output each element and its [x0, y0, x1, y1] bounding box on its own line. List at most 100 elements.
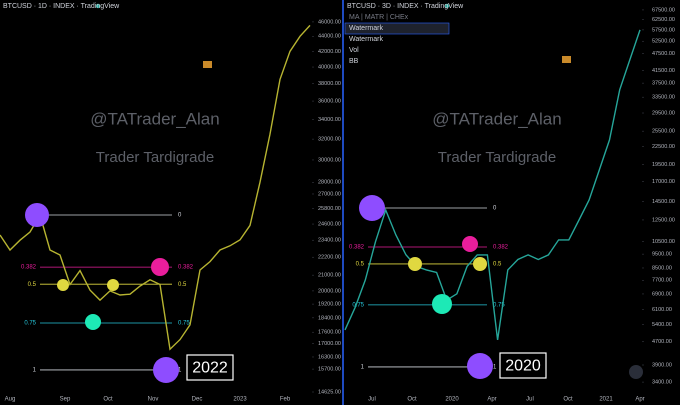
y-tick-label: 27000.00	[318, 191, 341, 197]
x-tick-label: Apr	[635, 397, 644, 403]
year-box	[499, 352, 547, 379]
y-tick-label: 17000.00	[652, 179, 675, 185]
fib-label: 0.75	[493, 302, 505, 308]
y-tick-label: 40000.00	[318, 65, 341, 71]
y-tick-label: 67500.00	[652, 7, 675, 13]
y-tick-label: 8500.00	[652, 265, 672, 271]
y-tick-label: 18400.00	[318, 315, 341, 321]
highlight-circle	[85, 314, 101, 330]
x-tick-label: 2021	[599, 397, 613, 403]
y-tick-label: 19500.00	[652, 162, 675, 168]
status-dot	[95, 3, 101, 9]
x-tick-label: Jul	[368, 397, 376, 403]
fib-label: 0.5	[178, 282, 187, 288]
y-tick-label: 17000.00	[318, 341, 341, 347]
status-dot	[444, 3, 450, 9]
y-tick-label: 6900.00	[652, 291, 672, 297]
fib-label: 1	[33, 367, 37, 373]
x-tick-label: 2020	[445, 397, 459, 403]
highlight-circle	[432, 294, 452, 314]
y-tick-label: 57500.00	[652, 27, 675, 33]
y-tick-label: 15700.00	[318, 367, 341, 373]
y-tick-label: 21000.00	[318, 273, 341, 279]
fib-label: 0.5	[356, 262, 365, 268]
highlight-circle	[359, 195, 385, 221]
year-label: 2022	[192, 360, 228, 377]
logo	[562, 56, 571, 63]
fib-label: 0.75	[352, 302, 364, 308]
y-tick-label: 10500.00	[652, 239, 675, 245]
fib-label: 1	[178, 367, 182, 373]
fib-label: 0.382	[493, 245, 509, 251]
watermark: Trader Tardigrade	[438, 149, 556, 166]
year-box	[186, 354, 234, 381]
y-tick-label: 20000.00	[318, 288, 341, 294]
highlight-circle	[462, 236, 478, 252]
x-tick-label: Aug	[5, 397, 16, 403]
y-tick-label: 52500.00	[652, 39, 675, 45]
x-tick-label: Oct	[407, 397, 417, 403]
fib-label: 0.75	[178, 321, 190, 327]
fib-label: 0	[493, 206, 497, 212]
price-line	[344, 29, 641, 341]
y-tick-label: 37500.00	[652, 81, 675, 87]
y-tick-label: 42000.00	[318, 49, 341, 55]
x-tick-label: 2023	[233, 397, 247, 403]
y-tick-label: 7700.00	[652, 278, 672, 284]
y-tick-label: 36000.00	[318, 99, 341, 105]
highlight-circle	[473, 257, 487, 271]
highlight-circle	[107, 279, 119, 291]
y-tick-label: 22200.00	[318, 255, 341, 261]
legend-item: Watermark	[349, 36, 383, 43]
y-tick-label: 3900.00	[652, 362, 672, 368]
legend-item: BB	[349, 58, 359, 65]
fib-label: 0.382	[178, 265, 194, 271]
fib-label: 0.5	[493, 262, 502, 268]
x-tick-label: Oct	[563, 397, 573, 403]
y-tick-label: 9500.00	[652, 252, 672, 258]
y-tick-label: 28000.00	[318, 180, 341, 186]
legend-item: MA | MATR | CHEx	[349, 14, 409, 21]
scroll-button[interactable]	[629, 365, 643, 379]
y-tick-label: 38000.00	[318, 81, 341, 87]
y-tick-label: 25800.00	[318, 206, 341, 212]
y-tick-label: 29500.00	[652, 110, 675, 116]
y-tick-label: 17600.00	[318, 330, 341, 336]
y-tick-label: 25500.00	[652, 129, 675, 135]
legend-item: Vol	[349, 47, 359, 54]
fib-label: 0.75	[24, 321, 36, 327]
highlight-circle	[151, 258, 169, 276]
fib-label: 1	[361, 365, 365, 371]
x-tick-label: Apr	[487, 397, 496, 403]
y-tick-label: 4700.00	[652, 339, 672, 345]
y-tick-label: 12500.00	[652, 217, 675, 223]
x-tick-label: Dec	[192, 397, 203, 403]
chart-title: BTCUSD · 3D · INDEX · TradingView	[347, 3, 464, 10]
y-tick-label: 44000.00	[318, 34, 341, 40]
y-tick-label: 32000.00	[318, 137, 341, 143]
y-tick-label: 47500.00	[652, 51, 675, 57]
x-tick-label: Sep	[60, 397, 71, 403]
legend-highlight[interactable]	[344, 22, 450, 35]
x-tick-label: Oct	[103, 397, 113, 403]
fib-label: 1	[493, 365, 497, 371]
watermark: @TATrader_Alan	[90, 109, 219, 128]
fib-label: 0.5	[28, 282, 37, 288]
y-tick-label: 33500.00	[652, 95, 675, 101]
watermark: @TATrader_Alan	[432, 109, 561, 128]
highlight-circle	[57, 279, 69, 291]
x-tick-label: Jul	[526, 397, 534, 403]
y-tick-label: 30000.00	[318, 157, 341, 163]
logo	[203, 61, 212, 68]
fib-label: 0.382	[349, 245, 365, 251]
y-tick-label: 3400.00	[652, 380, 672, 386]
watermark: Trader Tardigrade	[96, 149, 214, 166]
legend-item: Watermark	[349, 25, 383, 32]
y-tick-label: 24600.00	[318, 222, 341, 228]
highlight-circle	[408, 257, 422, 271]
y-tick-label: 62500.00	[652, 17, 675, 23]
y-tick-label: 5400.00	[652, 322, 672, 328]
fib-label: 0.382	[21, 265, 37, 271]
y-tick-label: 19200.00	[318, 302, 341, 308]
